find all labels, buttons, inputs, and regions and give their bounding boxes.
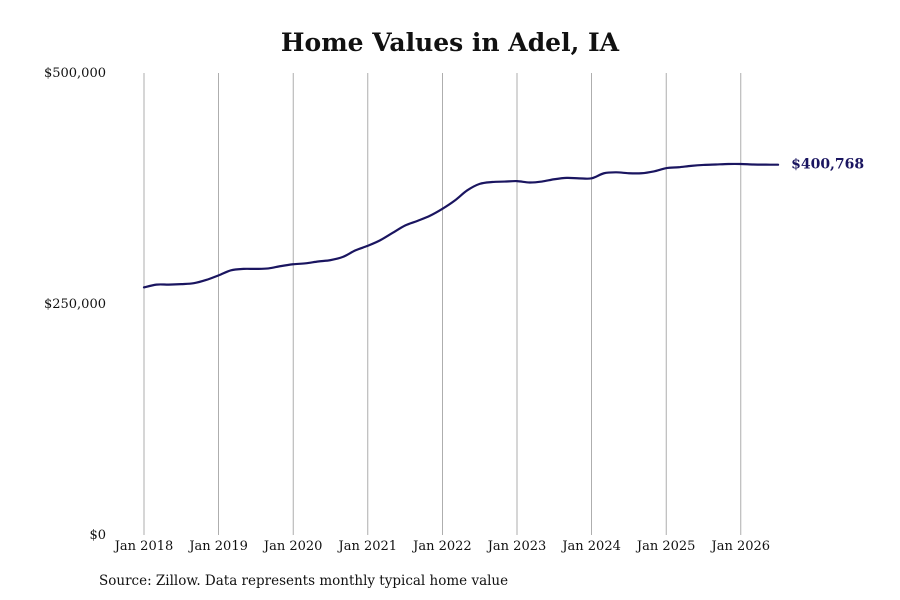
x-tick-label: Jan 2021 (337, 539, 398, 554)
y-tick-label: $0 (89, 528, 106, 543)
x-tick-label: Jan 2020 (262, 539, 323, 554)
y-tick-2: $500,000 (44, 66, 106, 81)
series-line-0 (142, 162, 780, 289)
series-layer (142, 162, 780, 289)
vertical-grid-lines (143, 73, 742, 535)
x-axis-ticks: Jan 2018 Jan 2019 Jan 2020 Jan 2021 Jan 2022… (113, 539, 770, 554)
x-tick-label: Jan 2022 (411, 539, 472, 554)
y-tick-label: $250,000 (44, 297, 106, 312)
end-value-label: $400,768 (791, 157, 864, 173)
source-note: Source: Zillow. Data represents monthly … (99, 573, 509, 589)
x-tick-label: Jan 2024 (560, 539, 621, 554)
x-tick-6: Jan 2024 (560, 539, 621, 554)
x-tick-0: Jan 2018 (113, 539, 174, 554)
x-tick-label: Jan 2025 (635, 539, 696, 554)
x-tick-label: Jan 2018 (113, 539, 174, 554)
y-axis-ticks: $0 $250,000 $500,000 (44, 66, 106, 543)
x-tick-4: Jan 2022 (411, 539, 472, 554)
x-tick-7: Jan 2025 (635, 539, 696, 554)
x-tick-2: Jan 2020 (262, 539, 323, 554)
x-tick-8: Jan 2026 (710, 539, 771, 554)
y-tick-0: $0 (89, 528, 106, 543)
x-tick-3: Jan 2021 (337, 539, 398, 554)
y-tick-label: $500,000 (44, 66, 106, 81)
chart-title: Home Values in Adel, IA (280, 28, 620, 57)
x-tick-label: Jan 2023 (486, 539, 547, 554)
x-tick-1: Jan 2019 (187, 539, 248, 554)
x-tick-label: Jan 2026 (710, 539, 771, 554)
annotation-layer: $400,768 (791, 157, 864, 173)
y-tick-1: $250,000 (44, 297, 106, 312)
x-tick-label: Jan 2019 (187, 539, 248, 554)
x-tick-5: Jan 2023 (486, 539, 547, 554)
